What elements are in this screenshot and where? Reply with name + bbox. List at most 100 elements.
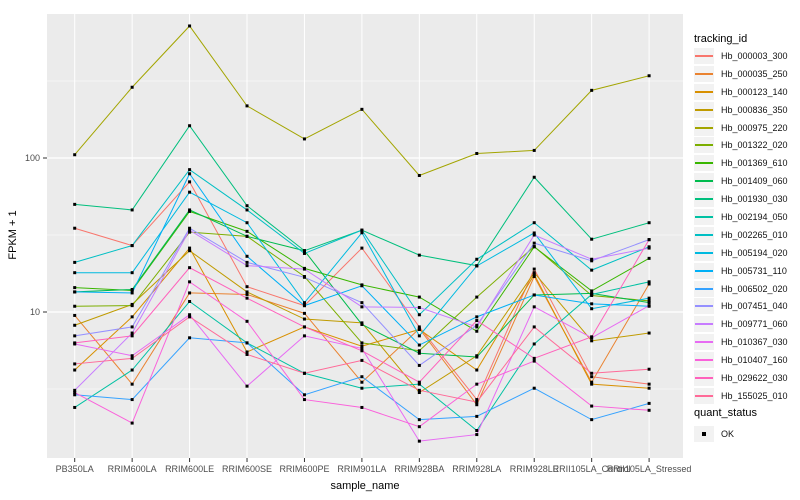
legend-color-line xyxy=(695,198,713,201)
data-point xyxy=(188,313,192,317)
data-point xyxy=(245,254,249,258)
x-tick-label: RRIM901LA xyxy=(337,464,386,474)
legend-title-quant-status: quant_status xyxy=(694,407,757,419)
data-point xyxy=(417,351,421,355)
legend-entry-Hb_010407_160: Hb_010407_160 xyxy=(694,351,788,369)
data-point xyxy=(590,302,594,306)
data-point xyxy=(647,238,651,242)
data-point xyxy=(73,290,77,294)
data-point xyxy=(73,313,77,317)
data-point xyxy=(130,398,134,402)
legend-color-line xyxy=(695,72,713,75)
data-point xyxy=(130,85,134,89)
legend-entry-Hb_000035_250: Hb_000035_250 xyxy=(694,65,788,83)
data-point xyxy=(73,153,77,157)
data-point xyxy=(360,341,364,345)
data-point xyxy=(130,208,134,212)
data-point xyxy=(245,229,249,233)
legend-key-line-icon xyxy=(694,298,714,315)
data-point xyxy=(130,287,134,291)
legend-color-line xyxy=(695,90,713,93)
legend-entry-Hb_010367_030: Hb_010367_030 xyxy=(694,333,788,351)
legend-title-tracking-id: tracking_id xyxy=(694,33,748,45)
data-point xyxy=(302,325,306,329)
data-point xyxy=(188,246,192,250)
data-point xyxy=(532,356,536,360)
data-point xyxy=(188,280,192,284)
legend-entry-label: Hb_000836_350 xyxy=(721,104,788,115)
data-point xyxy=(73,334,77,338)
legend-key-line-icon xyxy=(694,387,714,404)
data-point xyxy=(302,249,306,253)
data-point xyxy=(245,319,249,323)
legend-key-line-icon xyxy=(694,191,714,208)
data-point xyxy=(475,319,479,323)
data-point xyxy=(532,275,536,279)
data-point xyxy=(360,380,364,384)
data-point xyxy=(302,311,306,315)
legend-entry-label: Hb_010367_030 xyxy=(721,337,788,348)
data-point xyxy=(360,344,364,348)
legend-key-line-icon xyxy=(694,316,714,333)
data-point xyxy=(188,168,192,172)
data-point xyxy=(73,362,77,366)
y-tick-label: 10 xyxy=(30,307,40,317)
data-point xyxy=(360,246,364,250)
data-point xyxy=(417,382,421,386)
data-point xyxy=(245,292,249,296)
data-point xyxy=(130,354,134,358)
legend-entry-Hb_007451_040: Hb_007451_040 xyxy=(694,297,788,315)
data-point xyxy=(475,315,479,319)
data-point xyxy=(417,418,421,422)
data-point xyxy=(73,391,77,395)
data-point xyxy=(647,299,651,303)
x-tick-label: RRII105LA_Stressed xyxy=(607,464,692,474)
legend-entry-label: Hb_001930_030 xyxy=(721,194,788,205)
data-point xyxy=(188,208,192,212)
data-point xyxy=(360,375,364,379)
data-point xyxy=(360,228,364,232)
legend-key-line-icon xyxy=(694,226,714,243)
legend-entry-label: Hb_001409_060 xyxy=(721,176,788,187)
legend-entry-label: Hb_002265_010 xyxy=(721,229,788,240)
data-point xyxy=(188,299,192,303)
legend-color-line xyxy=(695,376,713,379)
data-point xyxy=(245,341,249,345)
data-point xyxy=(302,251,306,255)
data-point xyxy=(590,382,594,386)
data-point xyxy=(417,343,421,347)
data-point xyxy=(475,264,479,268)
legend-entry-Hb_001369_610: Hb_001369_610 xyxy=(694,154,788,172)
legend-color-line xyxy=(695,144,713,147)
data-point xyxy=(302,267,306,271)
legend-entry-Hb_000003_300: Hb_000003_300 xyxy=(694,47,788,65)
data-point xyxy=(417,363,421,367)
legend-color-line xyxy=(695,394,713,397)
data-point xyxy=(130,368,134,372)
legend-key-line-icon xyxy=(694,262,714,279)
data-point xyxy=(647,221,651,225)
data-point xyxy=(647,256,651,260)
data-point xyxy=(417,349,421,353)
data-point xyxy=(532,305,536,309)
data-point xyxy=(475,257,479,261)
legend-key-line-icon xyxy=(694,65,714,82)
data-point xyxy=(590,259,594,263)
data-point xyxy=(188,24,192,28)
legend-color-line xyxy=(695,305,713,308)
data-point xyxy=(73,405,77,409)
data-point xyxy=(532,245,536,249)
data-point xyxy=(302,398,306,402)
data-point xyxy=(130,315,134,319)
data-point xyxy=(590,88,594,92)
legend-entry-Hb_001409_060: Hb_001409_060 xyxy=(694,172,788,190)
data-point xyxy=(130,271,134,275)
legend-key-line-icon xyxy=(694,155,714,172)
legend-entry-Hb_005194_020: Hb_005194_020 xyxy=(694,244,788,262)
data-point xyxy=(647,282,651,286)
data-point xyxy=(475,429,479,433)
data-point xyxy=(130,325,134,329)
data-point xyxy=(475,151,479,155)
data-point xyxy=(245,204,249,208)
